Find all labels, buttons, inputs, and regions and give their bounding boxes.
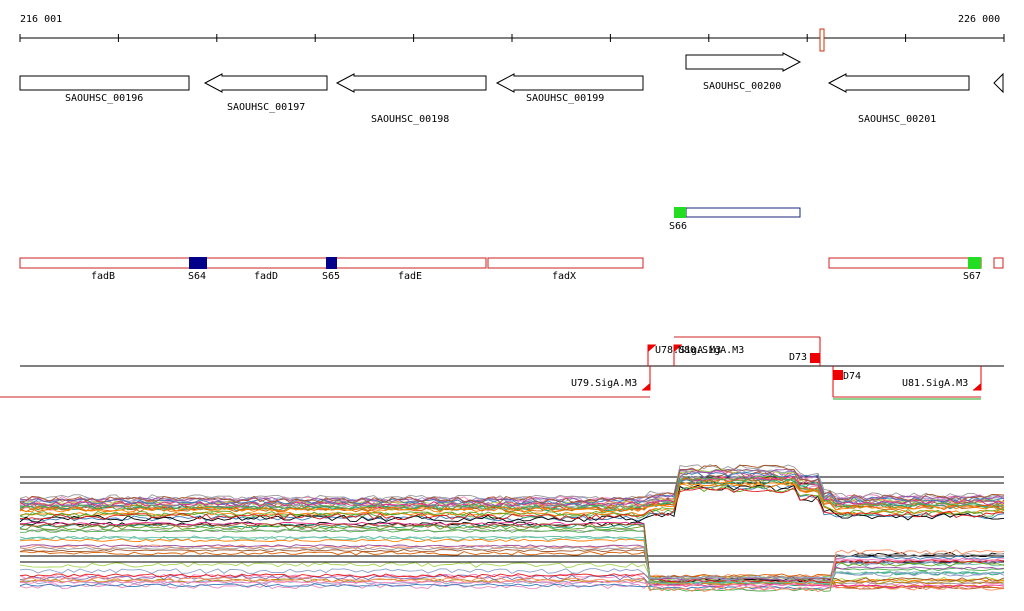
promoter-mark[interactable]	[674, 345, 682, 352]
segment-label: S66	[669, 221, 687, 232]
operon-label: fadB	[91, 271, 115, 282]
promoter-mark[interactable]	[973, 383, 981, 390]
gene-arrow[interactable]	[685, 52, 802, 72]
expression-profile-line	[19, 544, 1005, 581]
gene-arrow[interactable]	[495, 73, 644, 93]
expression-profile-line	[19, 481, 1005, 513]
expression-profile-line	[19, 487, 1005, 521]
expression-profile-line	[19, 484, 1005, 523]
gene-arrow[interactable]	[203, 73, 328, 93]
promoter-mark[interactable]	[642, 383, 650, 390]
segment-label: S65	[322, 271, 340, 282]
expression-profile-line	[19, 464, 1005, 501]
expression-profile-line	[19, 568, 1005, 581]
ruler-end-label: 226 000	[958, 14, 1000, 25]
expression-profile-line	[19, 475, 1005, 507]
segment-marker-s67[interactable]	[968, 257, 981, 269]
expression-profile-line	[19, 546, 1005, 580]
operon-box[interactable]	[487, 257, 644, 269]
expression-profile-line	[19, 475, 1005, 511]
operon-label: fadE	[398, 271, 422, 282]
expression-profile-line	[19, 559, 1005, 584]
operon-label: fadX	[552, 271, 576, 282]
operon-box[interactable]	[828, 257, 982, 269]
gene-label: SAOUHSC_00198	[371, 114, 449, 125]
segment-box[interactable]	[685, 207, 801, 218]
segment-marker-s65[interactable]	[326, 257, 337, 269]
promoter-label: U78.SigA.M3	[655, 345, 721, 356]
promoter-track: U78.SigA.M3 U80.SigA.M3 U79.SigA.M3 D73 …	[0, 336, 1004, 400]
terminator-mark[interactable]	[810, 353, 820, 363]
ruler-start-label: 216 001	[20, 14, 62, 25]
gene-label: SAOUHSC_00201	[858, 114, 936, 125]
expression-profile-line	[19, 486, 1005, 517]
gene-label: SAOUHSC_00196	[65, 93, 143, 104]
expression-profiles	[19, 464, 1005, 592]
gene-arrow[interactable]	[827, 73, 970, 93]
terminator-label: D73	[789, 352, 807, 363]
expression-profile-line	[19, 475, 1005, 507]
expression-profile-line	[19, 468, 1005, 502]
segment-label: S64	[188, 271, 206, 282]
segment-track-upper: S66	[669, 207, 801, 232]
segment-label: S67	[963, 271, 981, 282]
promoter-label: U80.SigA.M3	[678, 345, 744, 356]
promoter-label: U81.SigA.M3	[902, 378, 968, 389]
operon-track: fadB S64 fadD S65 fadE fadX S67	[19, 257, 1004, 282]
expression-profile-line	[19, 536, 1005, 585]
expression-profile-line	[19, 549, 1005, 592]
gene-arrow[interactable]	[335, 73, 487, 93]
gene-arrow[interactable]	[19, 75, 190, 91]
gene-label: SAOUHSC_00197	[227, 102, 305, 113]
gene-track: SAOUHSC_00196 SAOUHSC_00197 SAOUHSC_0019…	[19, 52, 1004, 125]
expression-profile-line	[19, 464, 1005, 504]
coordinate-ruler: 216 001 226 000	[19, 14, 1005, 52]
expression-profile-line	[19, 562, 1005, 582]
ruler-position-marker[interactable]	[819, 28, 825, 52]
terminator-mark[interactable]	[833, 370, 843, 380]
operon-label: fadD	[254, 271, 278, 282]
ruler-ticks	[19, 34, 1005, 42]
segment-marker-s66[interactable]	[674, 207, 686, 218]
promoter-label: U79.SigA.M3	[571, 378, 637, 389]
terminator-label: D74	[843, 371, 861, 382]
expression-profile-line	[19, 521, 1005, 588]
gene-label: SAOUHSC_00200	[703, 81, 781, 92]
gene-label: SAOUHSC_00199	[526, 93, 604, 104]
expression-profile-line	[19, 524, 1005, 584]
operon-box-partial[interactable]	[993, 257, 1004, 269]
expression-profile-line	[19, 476, 1005, 507]
promoter-mark[interactable]	[648, 345, 656, 352]
expression-profile-line	[19, 522, 1005, 583]
segment-marker-s64[interactable]	[189, 257, 207, 269]
gene-arrow-partial[interactable]	[993, 72, 1004, 94]
operon-box[interactable]	[19, 257, 487, 269]
